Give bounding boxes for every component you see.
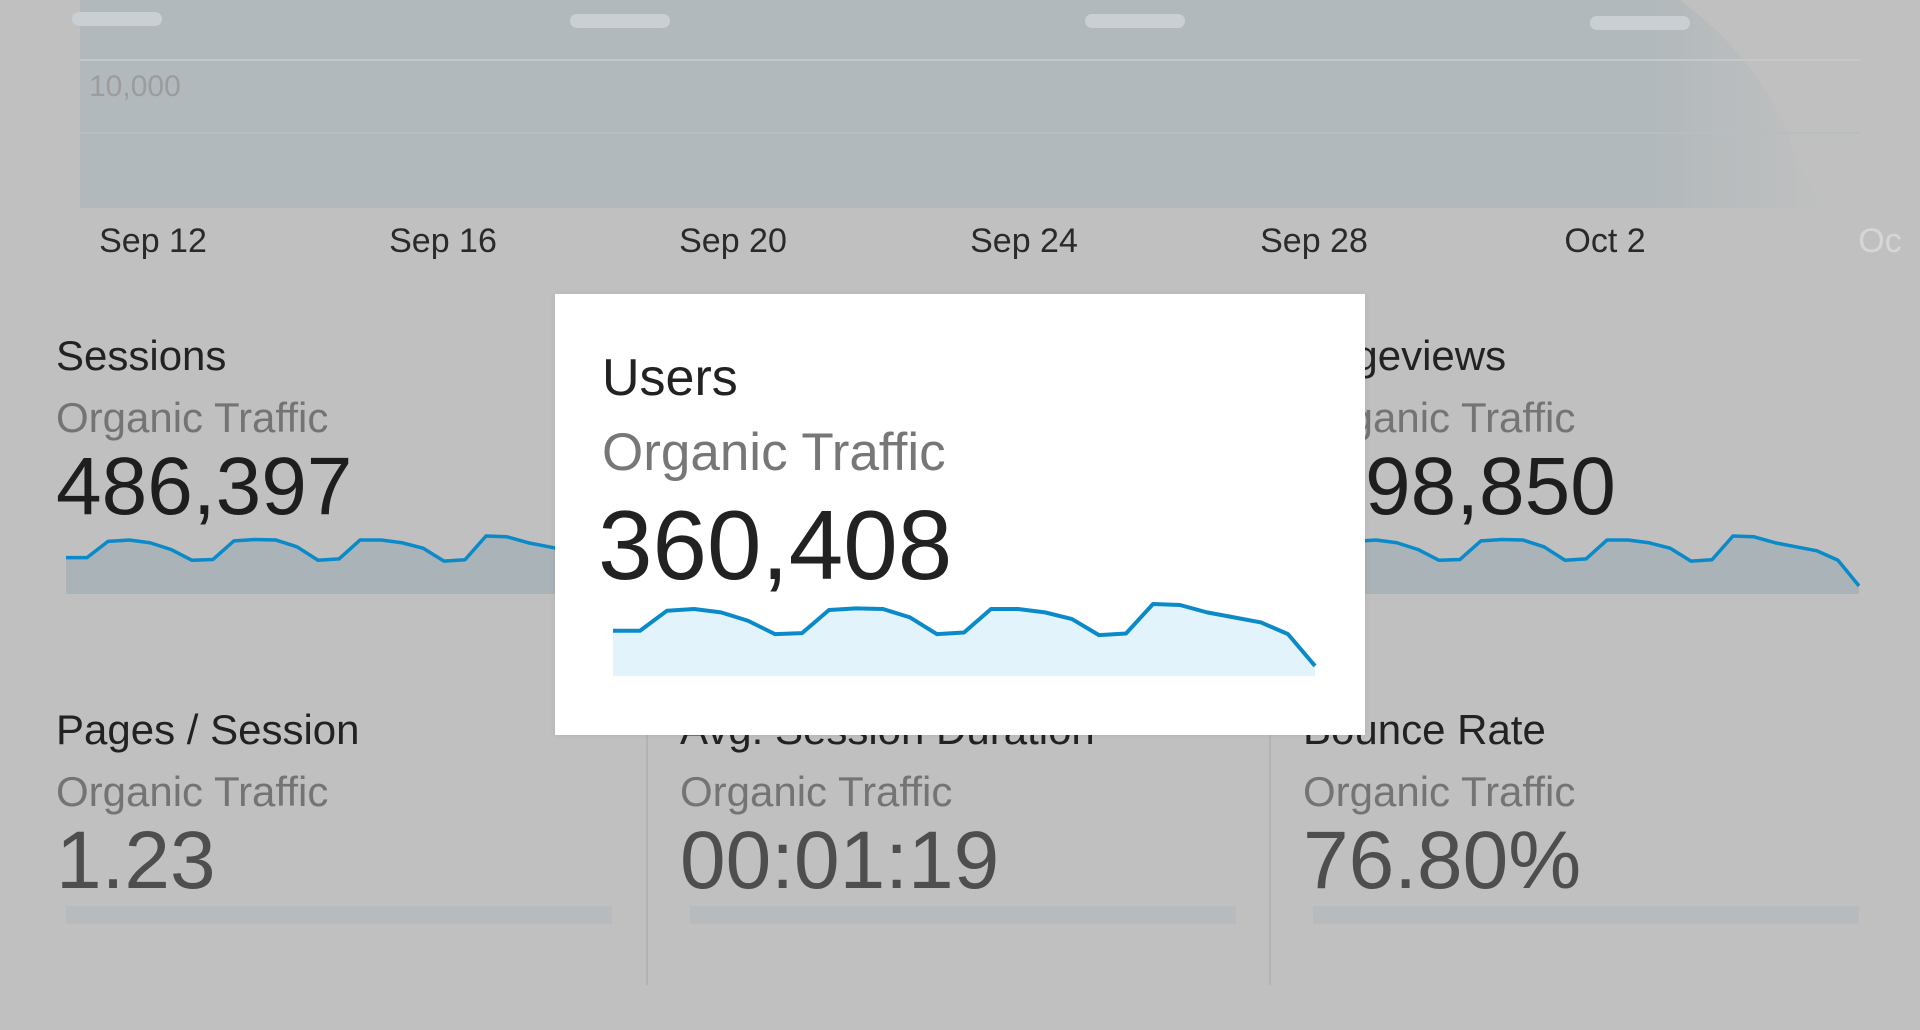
users-sparkline xyxy=(613,602,1317,676)
sparkline xyxy=(1313,534,1861,594)
column-divider xyxy=(646,735,648,985)
sparkline xyxy=(1313,906,1859,924)
sparkline-area xyxy=(690,906,1236,924)
metric-value: 98,850 xyxy=(1365,441,1616,532)
metric-card-users-highlight[interactable]: Users Organic Traffic 360,408 xyxy=(555,294,1365,735)
metric-segment: Organic Traffic xyxy=(56,768,329,815)
column-divider xyxy=(1269,735,1271,985)
overview-chart: 10,000 Sep 12 Sep 16 Sep 20 Sep 24 Sep 2… xyxy=(0,0,1920,290)
metric-segment: Organic Traffic xyxy=(1303,768,1576,815)
x-tick-label: Oc xyxy=(1858,222,1902,260)
sparkline xyxy=(66,906,612,924)
metric-title: Users xyxy=(602,349,738,407)
sparkline-area xyxy=(613,604,1315,676)
sparkline-area xyxy=(66,906,612,924)
y-tick-label: 10,000 xyxy=(89,70,181,103)
metric-title: Sessions xyxy=(56,332,227,379)
sparkline-line xyxy=(1313,534,1861,588)
metric-value: 1.23 xyxy=(56,815,216,906)
sparkline-line xyxy=(66,534,614,588)
overview-chart-area xyxy=(72,0,1910,210)
metric-card-avg-session-duration[interactable]: Avg. Session Duration Organic Traffic 00… xyxy=(680,706,1240,966)
x-tick-label: Oct 2 xyxy=(1564,222,1646,260)
metric-value: 76.80% xyxy=(1303,815,1582,906)
metric-segment: Organic Traffic xyxy=(56,394,329,441)
chart-markers xyxy=(72,12,1690,30)
x-tick-label: Sep 12 xyxy=(99,222,207,260)
x-tick-label: Sep 24 xyxy=(970,222,1078,260)
sparkline xyxy=(690,906,1236,924)
metric-card-bounce-rate[interactable]: Bounce Rate Organic Traffic 76.80% xyxy=(1303,706,1863,966)
sparkline-area xyxy=(1313,906,1859,924)
x-tick-label: Sep 20 xyxy=(679,222,787,260)
x-tick-label: Sep 16 xyxy=(389,222,497,260)
metric-value: 360,408 xyxy=(598,490,953,600)
metric-value: 00:01:19 xyxy=(680,815,1000,906)
sparkline-line xyxy=(613,602,1317,668)
metric-title: Pages / Session xyxy=(56,706,360,753)
x-tick-label: Sep 28 xyxy=(1260,222,1368,260)
area-fill xyxy=(80,0,1830,208)
metric-card-pages-per-session[interactable]: Pages / Session Organic Traffic 1.23 xyxy=(56,706,616,966)
metric-card-pageviews[interactable]: Pageviews Organic Traffic 98,850 xyxy=(1303,332,1863,594)
metric-segment: Organic Traffic xyxy=(680,768,953,815)
metric-value: 486,397 xyxy=(56,441,353,532)
sparkline xyxy=(66,534,614,594)
metric-segment: Organic Traffic xyxy=(602,423,946,482)
metric-card-sessions[interactable]: Sessions Organic Traffic 486,397 xyxy=(56,332,616,594)
